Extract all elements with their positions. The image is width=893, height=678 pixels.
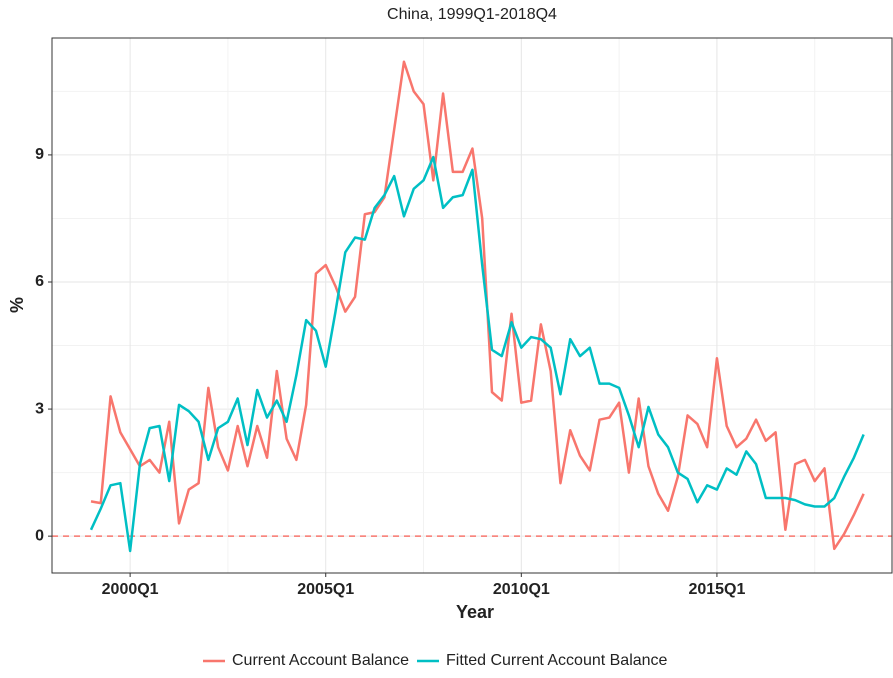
series-line — [90, 60, 865, 551]
y-tick-label: 9 — [35, 146, 44, 163]
y-tick-label: 3 — [35, 400, 44, 417]
x-tick-label: 2010Q1 — [493, 581, 550, 598]
plot-panel — [51, 37, 893, 574]
y-tick-label: 0 — [35, 527, 44, 544]
legend-label: Current Account Balance — [232, 652, 409, 669]
plot-border — [51, 37, 893, 574]
x-tick-label: 2000Q1 — [102, 581, 159, 598]
x-tick-label: 2015Q1 — [688, 581, 745, 598]
chart-title: China, 1999Q1-2018Q4 — [387, 6, 557, 23]
legend-label: Fitted Current Account Balance — [446, 652, 668, 669]
series-line — [89, 155, 865, 553]
x-tick-label: 2005Q1 — [297, 581, 354, 598]
y-tick-label: 6 — [35, 273, 44, 290]
y-axis-title: % — [7, 297, 27, 313]
x-axis-title: Year — [456, 602, 494, 622]
